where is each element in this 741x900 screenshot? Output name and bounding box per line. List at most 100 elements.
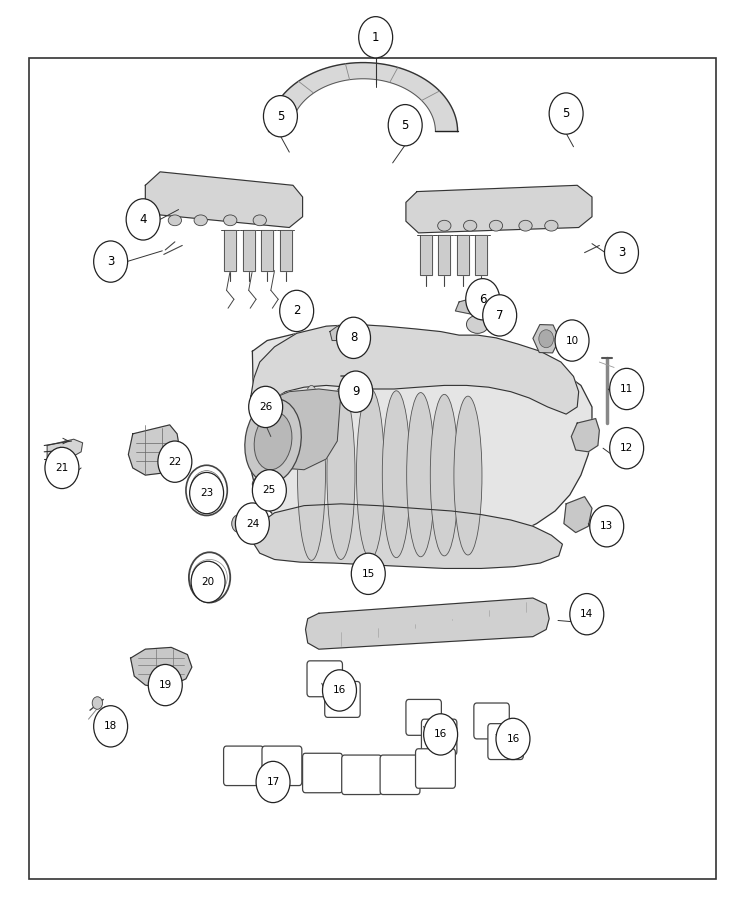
Circle shape: [232, 515, 247, 533]
Polygon shape: [439, 235, 451, 275]
Text: 12: 12: [620, 443, 634, 454]
Text: 24: 24: [246, 518, 259, 528]
Circle shape: [339, 371, 373, 412]
Circle shape: [190, 472, 224, 514]
FancyBboxPatch shape: [488, 724, 523, 760]
Text: 22: 22: [168, 456, 182, 467]
Polygon shape: [253, 504, 562, 569]
Ellipse shape: [224, 215, 237, 226]
Polygon shape: [457, 235, 469, 275]
Ellipse shape: [254, 412, 292, 470]
Text: 16: 16: [434, 729, 448, 740]
Circle shape: [351, 554, 385, 595]
Circle shape: [264, 95, 297, 137]
Circle shape: [336, 317, 370, 358]
Text: 19: 19: [159, 680, 172, 690]
Text: 8: 8: [350, 331, 357, 345]
Text: 16: 16: [333, 686, 346, 696]
Circle shape: [101, 706, 111, 719]
Circle shape: [610, 428, 644, 469]
Ellipse shape: [194, 215, 207, 226]
Text: 10: 10: [565, 336, 579, 346]
Text: 3: 3: [107, 255, 114, 268]
Text: 3: 3: [618, 246, 625, 259]
Circle shape: [191, 562, 225, 602]
Ellipse shape: [467, 315, 488, 333]
Polygon shape: [475, 235, 487, 275]
Ellipse shape: [545, 220, 558, 231]
Circle shape: [424, 714, 458, 755]
Circle shape: [236, 503, 270, 544]
Circle shape: [590, 506, 624, 547]
Polygon shape: [456, 296, 488, 315]
FancyBboxPatch shape: [406, 699, 442, 735]
Text: 15: 15: [362, 569, 375, 579]
Text: 26: 26: [259, 402, 272, 412]
Text: 1: 1: [372, 31, 379, 44]
Polygon shape: [128, 425, 180, 475]
Polygon shape: [225, 230, 236, 271]
Polygon shape: [269, 63, 458, 131]
FancyBboxPatch shape: [380, 755, 420, 795]
Circle shape: [610, 368, 644, 410]
Circle shape: [158, 441, 192, 482]
Circle shape: [93, 241, 127, 283]
Circle shape: [322, 670, 356, 711]
Ellipse shape: [253, 476, 274, 492]
Circle shape: [279, 291, 313, 331]
Polygon shape: [305, 598, 549, 649]
Polygon shape: [279, 230, 291, 271]
Circle shape: [388, 104, 422, 146]
Ellipse shape: [382, 391, 411, 558]
Text: 13: 13: [600, 521, 614, 531]
Polygon shape: [47, 439, 82, 457]
FancyBboxPatch shape: [473, 703, 509, 739]
Circle shape: [253, 470, 286, 511]
Text: 18: 18: [104, 721, 117, 732]
Ellipse shape: [356, 389, 385, 559]
Polygon shape: [564, 497, 592, 533]
Polygon shape: [130, 647, 192, 688]
Ellipse shape: [489, 220, 502, 231]
Text: 7: 7: [496, 309, 503, 322]
Text: 25: 25: [263, 485, 276, 495]
Text: 6: 6: [479, 292, 486, 306]
Polygon shape: [145, 172, 302, 228]
Circle shape: [148, 664, 182, 706]
FancyBboxPatch shape: [416, 749, 456, 788]
Text: 17: 17: [267, 777, 279, 787]
Polygon shape: [251, 392, 273, 412]
Polygon shape: [262, 230, 273, 271]
Circle shape: [256, 761, 290, 803]
Circle shape: [570, 594, 604, 634]
Polygon shape: [571, 418, 599, 452]
Ellipse shape: [297, 385, 325, 561]
Text: 5: 5: [562, 107, 570, 120]
Polygon shape: [406, 185, 592, 233]
Text: 2: 2: [293, 304, 300, 318]
Text: 5: 5: [276, 110, 284, 122]
Polygon shape: [260, 389, 341, 470]
Ellipse shape: [168, 215, 182, 226]
Circle shape: [466, 279, 499, 320]
Circle shape: [126, 199, 160, 240]
Circle shape: [555, 320, 589, 361]
Circle shape: [45, 447, 79, 489]
FancyBboxPatch shape: [262, 746, 302, 786]
Text: 14: 14: [580, 609, 594, 619]
Circle shape: [92, 697, 102, 709]
Ellipse shape: [327, 387, 355, 560]
Polygon shape: [420, 235, 432, 275]
Text: 5: 5: [402, 119, 409, 131]
Text: 23: 23: [200, 488, 213, 498]
Circle shape: [359, 16, 393, 58]
Text: 20: 20: [202, 577, 215, 587]
Circle shape: [549, 93, 583, 134]
Ellipse shape: [519, 220, 532, 231]
Circle shape: [249, 386, 282, 427]
Text: 21: 21: [56, 463, 69, 473]
Circle shape: [496, 718, 530, 760]
Polygon shape: [243, 230, 255, 271]
Polygon shape: [251, 331, 592, 551]
Circle shape: [482, 295, 516, 336]
